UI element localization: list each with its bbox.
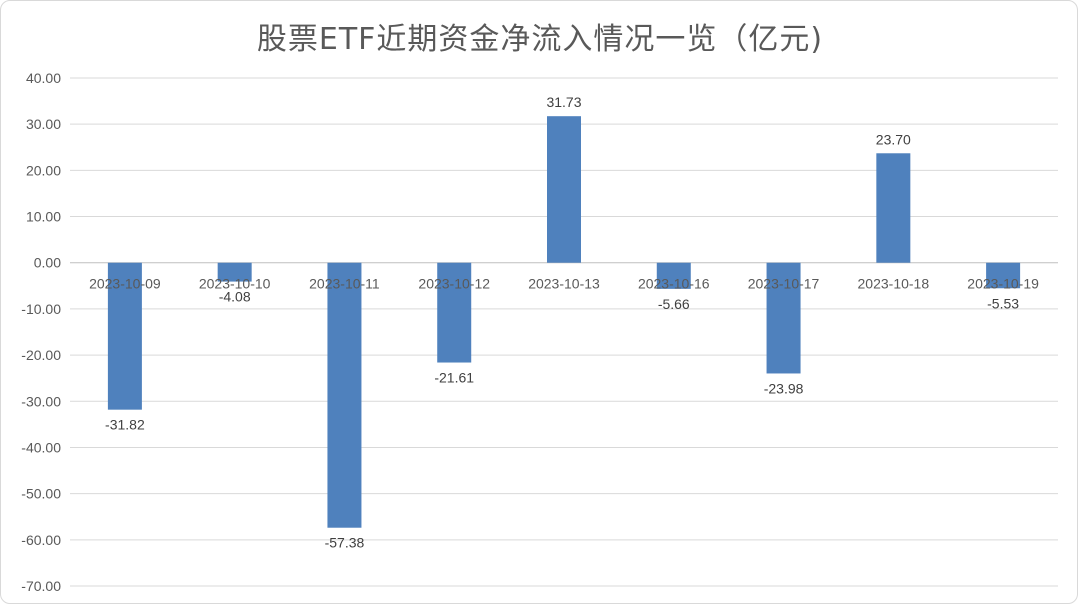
bar xyxy=(327,262,362,528)
y-tick-label: -50.00 xyxy=(21,486,61,502)
data-label: 31.73 xyxy=(546,94,581,110)
y-tick-label: -70.00 xyxy=(21,578,61,594)
y-tick-label: -60.00 xyxy=(21,532,61,548)
data-label: 23.70 xyxy=(876,131,911,147)
bar xyxy=(217,262,252,282)
x-tick-label: 2023-10-13 xyxy=(528,276,600,292)
y-tick-label: 40.00 xyxy=(26,70,61,86)
x-tick-label: 2023-10-11 xyxy=(309,276,380,292)
y-tick-label: -30.00 xyxy=(21,393,61,409)
x-tick-label: 2023-10-17 xyxy=(748,276,820,292)
x-tick-label: 2023-10-16 xyxy=(638,276,710,292)
x-tick-label: 2023-10-19 xyxy=(967,276,1039,292)
data-label: -4.08 xyxy=(219,289,251,305)
bar xyxy=(766,262,801,374)
y-tick-label: 30.00 xyxy=(26,116,61,132)
x-tick-label: 2023-10-18 xyxy=(858,276,930,292)
data-label: -31.82 xyxy=(105,417,145,433)
bar xyxy=(107,262,142,410)
bar xyxy=(437,262,472,363)
bar xyxy=(656,262,691,289)
bar xyxy=(547,116,581,263)
data-label: -23.98 xyxy=(764,380,804,396)
bar xyxy=(986,262,1021,289)
data-label: -57.38 xyxy=(325,535,365,551)
x-tick-label: 2023-10-12 xyxy=(418,276,490,292)
data-label: -21.61 xyxy=(434,370,474,386)
y-tick-label: -20.00 xyxy=(21,347,61,363)
x-tick-label: 2023-10-10 xyxy=(199,276,271,292)
chart-title: 股票ETF近期资金净流入情况一览（亿元) xyxy=(256,22,824,57)
y-tick-label: 0.00 xyxy=(34,255,61,271)
bar xyxy=(876,153,911,263)
data-label: -5.53 xyxy=(987,295,1019,311)
y-tick-label: 20.00 xyxy=(26,162,61,178)
y-tick-label: -40.00 xyxy=(21,439,61,455)
data-label: -5.66 xyxy=(658,296,690,312)
y-tick-label: -10.00 xyxy=(21,301,61,317)
y-tick-label: 10.00 xyxy=(26,209,61,225)
x-tick-label: 2023-10-09 xyxy=(89,276,161,292)
